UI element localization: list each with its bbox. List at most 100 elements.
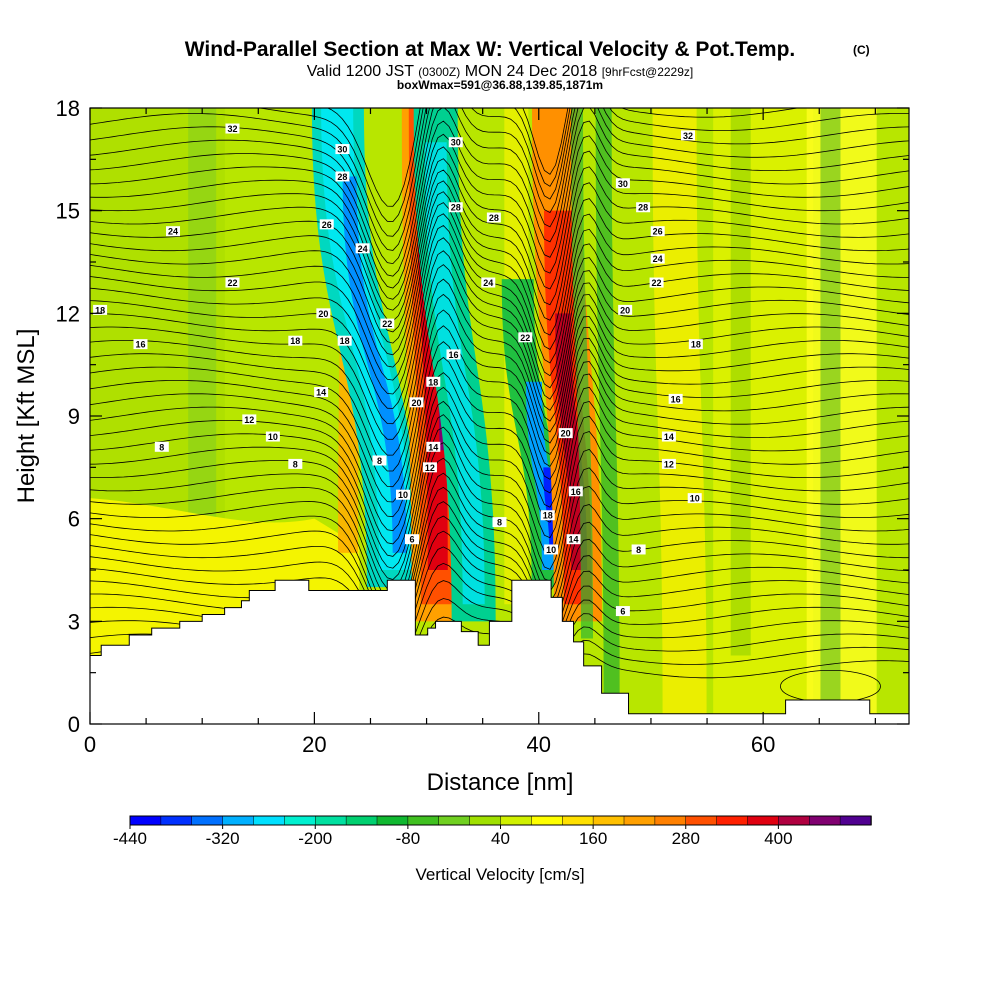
contour-label-text: 28	[337, 172, 347, 182]
colorbar-swatch	[531, 815, 563, 826]
theta-contour-line	[90, 146, 909, 311]
colorbar-swatch	[716, 815, 749, 826]
y-tick-label: 6	[68, 507, 80, 532]
chart-title-units: (C)	[853, 43, 870, 57]
contour-label: 10	[687, 493, 702, 504]
contour-label-text: 16	[448, 350, 458, 360]
theta-contour-line	[90, 108, 909, 277]
contour-label-text: 10	[398, 490, 408, 500]
colorbar-swatch	[685, 815, 718, 826]
contour-label-bg	[615, 606, 630, 617]
contour-label-bg	[566, 534, 581, 545]
contour-label-bg	[615, 178, 630, 189]
contour-label-bg	[492, 517, 507, 528]
contour-label-bg	[661, 458, 676, 469]
contour-label: 14	[314, 387, 329, 398]
contour-label: 22	[225, 277, 240, 288]
contour-label: 14	[426, 441, 441, 452]
theta-contour-line	[90, 546, 909, 654]
theta-contour-line	[90, 108, 909, 265]
theta-contour-line	[90, 414, 909, 580]
contour-label-text: 8	[636, 545, 641, 555]
contour-label-text: 20	[411, 398, 421, 408]
contour-label-bg	[355, 243, 370, 254]
contour-label-text: 24	[358, 244, 368, 254]
contour-label-text: 32	[683, 131, 693, 141]
colorbar-tick-label: 160	[579, 829, 607, 848]
contour-label-bg	[422, 462, 437, 473]
contour-label-text: 12	[664, 459, 674, 469]
contour-label-bg	[618, 304, 633, 315]
contour-label: 24	[650, 253, 665, 264]
contour-label-bg	[481, 277, 496, 288]
theta-contour-line	[90, 341, 909, 518]
contour-label: 8	[631, 544, 646, 555]
contour-label-text: 26	[653, 227, 663, 237]
subtitle-date: MON 24 Dec 2018	[465, 63, 598, 80]
contour-label-bg	[649, 277, 664, 288]
contour-label-text: 8	[377, 456, 382, 466]
contour-label: 22	[518, 332, 533, 343]
colorbar-swatch	[284, 815, 316, 826]
contour-label-bg	[133, 339, 148, 350]
contour-label: 20	[558, 428, 573, 439]
theta-contour-line	[90, 278, 909, 456]
contour-label-bg	[426, 376, 441, 387]
contour-label-text: 24	[483, 278, 493, 288]
contour-label: 18	[688, 339, 703, 350]
contour-label: 24	[355, 243, 370, 254]
theta-contour-line	[90, 486, 909, 627]
contour-label-text: 18	[95, 305, 105, 315]
y-tick-label: 15	[56, 199, 80, 224]
colorbar-swatch	[253, 815, 286, 826]
subtitle-utc: (0300Z)	[418, 65, 460, 79]
contour-label: 14	[566, 534, 581, 545]
contour-label: 16	[446, 349, 461, 360]
contour-label-text: 22	[382, 319, 392, 329]
colorbar-swatch	[623, 815, 656, 826]
contour-label-text: 22	[520, 333, 530, 343]
contour-label-bg	[380, 318, 395, 329]
colorbar-swatch	[376, 815, 409, 826]
contour-label: 16	[568, 486, 583, 497]
contour-label-text: 14	[428, 442, 438, 452]
contour-label-text: 8	[497, 518, 502, 528]
theta-contour-line	[90, 191, 909, 356]
contour-label-text: 6	[409, 535, 414, 545]
colorbar-swatch	[592, 815, 625, 826]
theta-contour-line	[90, 530, 909, 646]
y-tick-label: 0	[68, 712, 80, 737]
contour-label-text: 16	[671, 394, 681, 404]
theta-contour-line	[90, 472, 909, 623]
contour-label-text: 20	[561, 429, 571, 439]
contour-label-text: 22	[652, 278, 662, 288]
colorbar-swatch	[407, 815, 440, 826]
field-yellow-east2	[806, 108, 877, 724]
contour-label-text: 12	[425, 463, 435, 473]
colorbar-tick-label: 280	[672, 829, 700, 848]
colorbar-swatch	[747, 815, 780, 826]
contour-label: 22	[649, 277, 664, 288]
contour-label-bg	[631, 544, 646, 555]
colorbar-swatch	[500, 815, 533, 826]
theta-contour-line	[90, 501, 909, 633]
contour-label-bg	[448, 202, 463, 213]
contour-label: 22	[380, 318, 395, 329]
contour-label: 30	[448, 137, 463, 148]
colorbar-swatch	[438, 815, 471, 826]
contour-label: 18	[93, 304, 108, 315]
contour-label-bg	[486, 212, 501, 223]
y-tick-label: 18	[56, 96, 80, 121]
contour-label-bg	[166, 226, 181, 237]
contour-label-bg	[225, 277, 240, 288]
contour-label-bg	[688, 339, 703, 350]
colorbar-swatch	[562, 815, 594, 826]
contour-label: 10	[544, 544, 559, 555]
contour-label: 12	[661, 458, 676, 469]
theta-contour-line	[90, 158, 909, 322]
contour-label: 14	[661, 431, 676, 442]
contour-label-bg	[225, 123, 240, 134]
contour-label: 18	[426, 376, 441, 387]
contour-label: 28	[636, 202, 651, 213]
contour-label-bg	[93, 304, 108, 315]
